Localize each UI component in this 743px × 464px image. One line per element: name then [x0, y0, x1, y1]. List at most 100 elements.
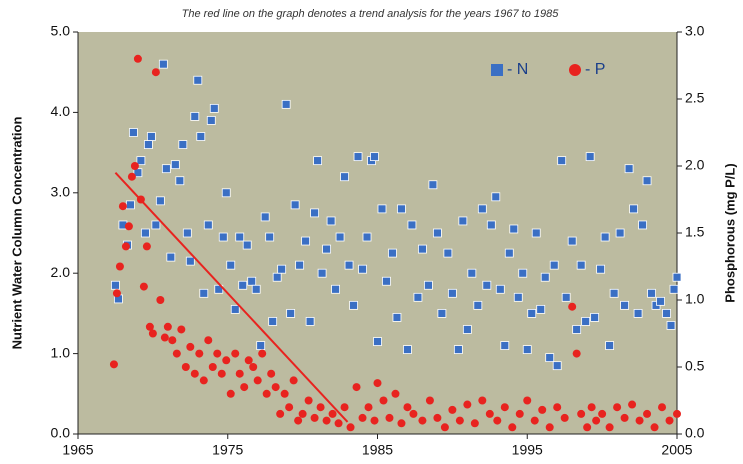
p-point [572, 349, 581, 358]
p-point [643, 409, 652, 418]
n-point [295, 260, 305, 270]
n-point [235, 232, 245, 242]
p-point [172, 349, 181, 358]
p-point [523, 396, 532, 405]
p-point [151, 68, 160, 77]
n-point [340, 172, 349, 182]
p-point [163, 322, 172, 331]
n-point [638, 220, 647, 230]
p-point [650, 423, 659, 432]
legend-label: - N [507, 61, 528, 78]
n-point [467, 268, 477, 278]
n-point [242, 240, 252, 250]
p-point [160, 333, 169, 342]
y-tick-label: 4.0 [51, 103, 71, 119]
n-point [672, 272, 682, 282]
p-point [635, 416, 644, 425]
x-tick-label: 2005 [661, 442, 692, 458]
n-point [136, 156, 146, 166]
p-point [115, 262, 124, 271]
p-point [440, 423, 449, 432]
p-point [370, 416, 379, 425]
n-point [458, 216, 468, 226]
n-point [443, 248, 453, 258]
n-point [424, 280, 433, 290]
y-tick-label: 3.0 [51, 184, 71, 200]
n-point [209, 103, 219, 113]
p-point [587, 403, 596, 412]
n-point [218, 232, 228, 242]
trend-line [114, 172, 349, 423]
p-point [658, 403, 667, 412]
n-point [256, 341, 266, 350]
p-point [485, 409, 494, 418]
n-point [572, 325, 582, 334]
n-point [581, 317, 591, 326]
n-point [486, 220, 496, 230]
n-point [549, 260, 559, 270]
p-point [352, 383, 361, 392]
p-point [112, 289, 121, 298]
y-tick-label: 5.0 [51, 23, 71, 39]
p-point [280, 389, 289, 398]
n-point [642, 176, 652, 186]
n-point [392, 313, 402, 322]
n-point [305, 317, 315, 326]
p-point [121, 242, 130, 251]
p-point [226, 389, 235, 398]
n-point [500, 341, 510, 350]
n-point [377, 204, 387, 214]
y-axis-label: Nutrient Water Column Concentration [9, 117, 24, 350]
n-point [290, 200, 300, 210]
p-point [568, 302, 577, 311]
n-point [576, 260, 586, 270]
p-point [249, 363, 258, 371]
n-point [647, 288, 656, 298]
y2-tick-label: 2.0 [685, 157, 705, 173]
n-point [175, 176, 185, 186]
n-point [522, 345, 532, 354]
n-point [230, 304, 240, 314]
y2-tick-label: 2.5 [685, 90, 705, 106]
n-point [238, 280, 248, 290]
n-point [633, 308, 643, 318]
legend-marker [569, 64, 581, 76]
p-point [598, 409, 607, 418]
n-point [540, 272, 550, 282]
n-point [482, 280, 492, 290]
p-point [142, 242, 151, 251]
p-point [316, 403, 325, 412]
p-point [397, 419, 406, 428]
p-point [592, 416, 601, 425]
n-point [669, 284, 679, 294]
p-point [177, 325, 186, 334]
p-point [385, 413, 394, 422]
n-point [473, 300, 483, 310]
p-point [294, 416, 303, 425]
p-point [455, 416, 464, 425]
n-point [552, 361, 562, 371]
y2-tick-label: 0.0 [685, 425, 705, 441]
p-point [560, 413, 569, 422]
p-point [673, 409, 681, 418]
n-point [158, 59, 168, 69]
p-point [168, 336, 177, 345]
n-point [272, 272, 282, 282]
p-point [195, 349, 204, 358]
p-point [470, 419, 479, 428]
p-point [364, 403, 373, 412]
n-point [596, 264, 606, 274]
p-point [425, 396, 434, 405]
y-tick-label: 2.0 [51, 264, 71, 280]
p-point [418, 416, 427, 425]
n-point [196, 132, 206, 141]
p-point [613, 403, 622, 412]
n-point [221, 188, 231, 198]
n-point [344, 260, 354, 270]
p-point [148, 329, 157, 338]
n-point [527, 308, 537, 318]
p-point [403, 403, 412, 412]
p-point [289, 376, 298, 385]
n-point [403, 345, 412, 354]
